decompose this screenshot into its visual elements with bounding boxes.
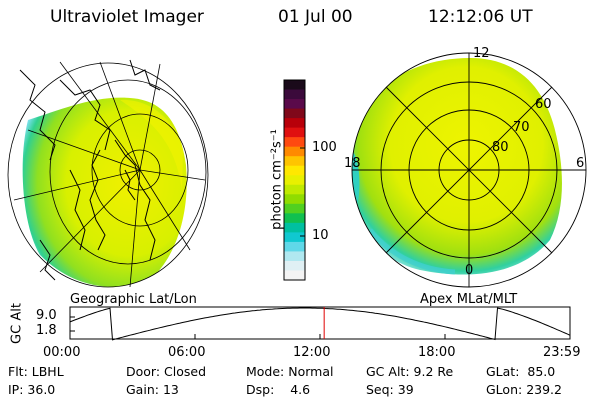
xtick-0600: 06:00	[168, 345, 206, 360]
colorbar-swatch	[284, 118, 305, 129]
colorbar-tick-100: 100	[312, 140, 337, 155]
mlat-label-60: 60	[535, 97, 552, 112]
colorbar-swatch	[284, 251, 305, 262]
info-door: Door: Closed	[126, 364, 207, 379]
lat-lon-grid	[7, 61, 209, 288]
xtick-0000: 00:00	[43, 345, 81, 360]
colorbar-swatch	[284, 241, 305, 253]
mlt-label-0: 0	[465, 263, 474, 278]
geographic-map	[7, 59, 209, 288]
info-ip: IP: 36.0	[8, 382, 56, 397]
colorbar-swatch	[284, 146, 305, 157]
info-dsp: Dsp: 4.6	[246, 382, 311, 397]
mlt-label-12: 12	[473, 46, 490, 61]
app-title: Ultraviolet Imager	[50, 7, 204, 27]
mlat-mlt-grid	[351, 52, 587, 288]
colorbar-swatch	[284, 165, 305, 176]
colorbar-units-label: photon cm⁻²s⁻¹	[269, 129, 285, 230]
colorbar-swatch	[284, 232, 305, 243]
xtick-2359: 23:59	[543, 345, 581, 360]
altitude-ytick-9: 9.0	[36, 308, 57, 323]
colorbar-swatch	[284, 80, 305, 91]
date-label: 01 Jul 00	[278, 7, 353, 27]
info-gc-alt: GC Alt: 9.2 Re	[366, 364, 454, 379]
coastline-lines	[19, 59, 161, 281]
altitude-plot	[69, 306, 571, 341]
colorbar-swatch	[284, 175, 305, 186]
colorbar-swatch	[284, 270, 305, 281]
info-glat: GLat: 85.0	[486, 364, 556, 379]
info-gain: Gain: 13	[126, 382, 179, 397]
color-scale-bar	[284, 80, 305, 281]
colorbar-swatch	[284, 213, 305, 224]
mlat-label-80: 80	[492, 140, 509, 155]
colorbar-swatch	[284, 260, 305, 272]
colorbar-swatch	[284, 203, 305, 214]
mlt-label-18: 18	[344, 156, 361, 171]
info-flt: Flt: LBHL	[8, 364, 64, 379]
colorbar-swatch	[284, 89, 305, 100]
xtick-1200: 12:00	[293, 345, 331, 360]
magnetic-caption: Apex MLat/MLT	[420, 292, 518, 307]
altitude-ytick-1: 1.8	[36, 323, 57, 338]
mlt-label-6: 6	[576, 156, 585, 171]
info-glon: GLon: 239.2	[486, 382, 562, 397]
colorbar-swatch	[284, 108, 305, 119]
colorbar-swatch	[284, 194, 305, 205]
altitude-ylabel: GC Alt	[9, 303, 25, 344]
colorbar-swatch	[284, 184, 305, 195]
colorbar-swatch	[284, 222, 305, 233]
time-label: 12:12:06 UT	[428, 7, 533, 27]
colorbar-swatch	[284, 156, 305, 167]
magnetic-map	[351, 52, 587, 288]
xtick-1800: 18:00	[418, 345, 456, 360]
colorbar-swatch	[284, 137, 305, 148]
colorbar-swatch	[284, 99, 305, 110]
info-mode: Mode: Normal	[246, 364, 334, 379]
mlat-label-70: 70	[513, 120, 530, 135]
colorbar-swatch	[284, 127, 305, 138]
info-seq: Seq: 39	[366, 382, 414, 397]
geographic-caption: Geographic Lat/Lon	[70, 292, 197, 307]
colorbar-tick-10: 10	[312, 228, 329, 243]
